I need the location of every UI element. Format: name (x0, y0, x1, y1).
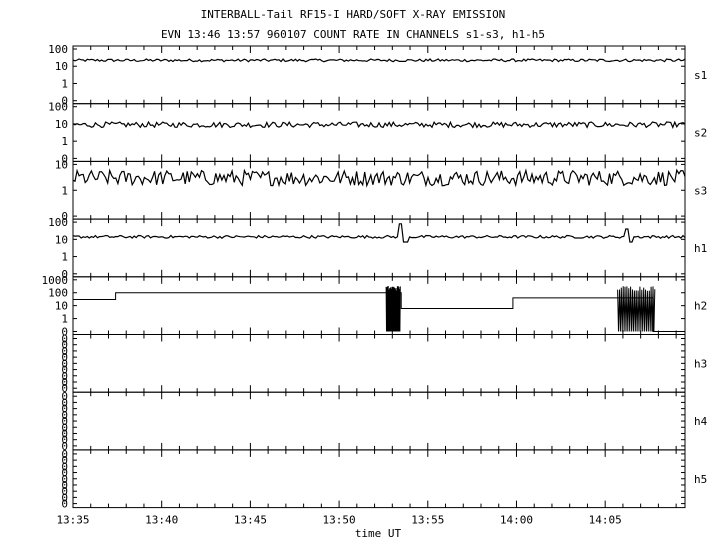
y-tick-label-h2-2: 10 (55, 300, 68, 313)
channel-label-s3: s3 (694, 184, 707, 197)
y-tick-label-h2-4: 0 (61, 326, 68, 339)
panels-group: s11001010s21001010s31010h11001010h210001… (42, 43, 708, 511)
y-tick-label-h3-4: 0 (61, 357, 68, 370)
chart-subtitle: EVN 13:46 13:57 960107 COUNT RATE IN CHA… (161, 28, 545, 41)
y-tick-label-h4-3: 0 (61, 409, 68, 422)
channel-label-h3: h3 (694, 357, 707, 370)
y-tick-label-h5-3: 0 (61, 467, 68, 480)
y-tick-label-h5-4: 0 (61, 473, 68, 486)
y-tick-label-h1-2: 1 (61, 251, 68, 264)
panel-frame-h2 (72, 276, 686, 335)
series-line-s1 (72, 58, 686, 63)
y-tick-label-h4-8: 0 (61, 440, 68, 453)
y-tick-label-h4-6: 0 (61, 427, 68, 440)
y-tick-label-h4-4: 0 (61, 415, 68, 428)
y-tick-label-h3-8: 0 (61, 382, 68, 395)
x-tick-label-1: 13:40 (145, 514, 178, 527)
y-tick-label-s2-2: 1 (61, 135, 68, 148)
channel-label-s1: s1 (694, 69, 707, 82)
panel-frame-h4 (72, 391, 686, 451)
y-tick-label-h3-7: 0 (61, 376, 68, 389)
y-tick-label-h5-5: 0 (61, 479, 68, 492)
x-axis-label: time UT (355, 527, 402, 540)
y-tick-label-s3-1: 1 (61, 184, 68, 197)
y-tick-label-h5-7: 0 (61, 491, 68, 504)
x-tick-label-5: 14:00 (500, 514, 533, 527)
channel-label-h2: h2 (694, 300, 707, 313)
y-tick-label-h5-6: 0 (61, 485, 68, 498)
y-tick-label-s1-3: 0 (61, 95, 68, 108)
y-tick-label-s2-0: 100 (48, 101, 68, 114)
x-axis: 13:35 13:40 13:45 13:50 13:55 14:00 14:05 (56, 46, 677, 527)
y-tick-label-h5-2: 0 (61, 460, 68, 473)
y-tick-label-h4-0: 0 (61, 390, 68, 403)
series-line-s3 (72, 168, 686, 188)
y-tick-label-h3-3: 0 (61, 351, 68, 364)
channel-label-h4: h4 (694, 415, 708, 428)
panel-frame-h1 (72, 218, 686, 278)
y-tick-label-h2-1: 100 (48, 287, 68, 300)
y-tick-label-h1-0: 100 (48, 216, 68, 229)
y-tick-label-h5-8: 0 (61, 498, 68, 511)
channel-label-h1: h1 (694, 242, 707, 255)
y-tick-label-s2-1: 10 (55, 118, 68, 131)
series-line-s2 (72, 120, 686, 130)
y-tick-label-s1-0: 100 (48, 43, 68, 56)
y-tick-label-s3-0: 10 (55, 158, 68, 171)
x-tick-label-0: 13:35 (56, 514, 89, 527)
y-tick-label-s3-2: 0 (61, 210, 68, 223)
channel-label-h5: h5 (694, 473, 707, 486)
panel-frame-s2 (72, 103, 686, 162)
panel-frame-s1 (72, 45, 686, 105)
y-tick-label-h3-2: 0 (61, 345, 68, 358)
y-tick-label-h4-5: 0 (61, 421, 68, 434)
series-burst-h2-1 (617, 286, 656, 332)
y-tick-label-h2-3: 1 (61, 313, 68, 326)
y-tick-label-s1-1: 10 (55, 60, 68, 73)
y-tick-label-h4-7: 0 (61, 434, 68, 447)
x-tick-label-2: 13:45 (234, 514, 267, 527)
series-burst-h2-0 (385, 285, 401, 332)
panel-frame-s3 (72, 160, 686, 220)
panel-frame-h3 (72, 334, 686, 393)
y-tick-label-h2-0: 1000 (42, 274, 69, 287)
x-tick-label-4: 13:55 (411, 514, 444, 527)
y-tick-label-h4-2: 0 (61, 403, 68, 416)
y-tick-label-h3-0: 0 (61, 333, 68, 346)
y-tick-label-h5-0: 0 (61, 448, 68, 461)
y-tick-label-h3-6: 0 (61, 370, 68, 383)
panel-frame-h5 (72, 449, 686, 509)
y-tick-label-h4-1: 0 (61, 396, 68, 409)
y-tick-label-h1-1: 10 (55, 233, 68, 246)
series-step-h2 (73, 292, 685, 332)
y-tick-label-h5-1: 0 (61, 454, 68, 467)
channel-label-s2: s2 (694, 127, 707, 140)
x-tick-label-6: 14:05 (589, 514, 622, 527)
y-tick-label-s1-2: 1 (61, 77, 68, 90)
y-tick-label-h3-1: 0 (61, 339, 68, 352)
y-tick-label-h1-3: 0 (61, 268, 68, 281)
series-line-h1 (72, 223, 686, 243)
y-tick-label-s2-3: 0 (61, 152, 68, 165)
chart-title: INTERBALL-Tail RF15-I HARD/SOFT X-RAY EM… (201, 8, 506, 21)
x-tick-label-3: 13:50 (323, 514, 356, 527)
y-tick-label-h3-5: 0 (61, 364, 68, 377)
